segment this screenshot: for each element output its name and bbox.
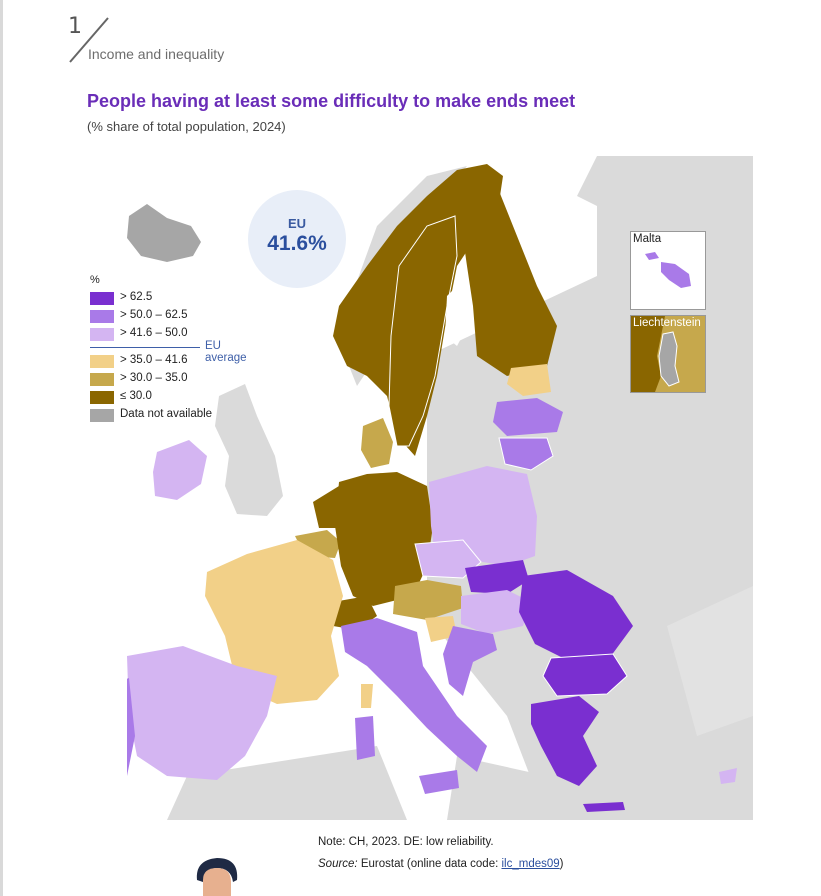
map-region-corsica <box>361 684 373 708</box>
map-region-france <box>205 540 343 704</box>
source-prefix: Source: <box>318 858 358 870</box>
map-region-spain <box>127 646 277 780</box>
eu-average-bubble: EU 41.6% <box>248 190 346 288</box>
map-region-turkey <box>667 586 753 736</box>
map-region-sweden <box>388 215 458 447</box>
map-region-uk <box>215 384 283 516</box>
legend-swatch <box>90 391 114 404</box>
legend-label: > 62.5 <box>120 291 153 303</box>
legend-swatch <box>90 292 114 305</box>
map-region-lithuania <box>498 437 554 471</box>
person-illustration-icon <box>196 858 238 896</box>
legend-label: > 41.6 – 50.0 <box>120 327 188 339</box>
map-region-finland <box>457 186 557 376</box>
map-region-russia-north <box>577 156 627 216</box>
chapter-number: 1 <box>68 14 82 39</box>
map-note: Note: CH, 2023. DE: low reliability. <box>318 836 494 848</box>
map-region-sardinia <box>355 716 375 760</box>
map-region-ireland <box>153 440 207 500</box>
chapter-header: 1 Income and inequality <box>66 14 266 66</box>
source-data-code-link[interactable]: ilc_mdes09 <box>501 858 560 870</box>
malta-inset: Malta <box>630 231 706 310</box>
map-region-greece <box>531 696 599 786</box>
page-edge <box>0 0 3 896</box>
malta-inset-title: Malta <box>633 233 662 245</box>
map-region-north-africa-east <box>447 756 557 820</box>
legend-unit: % <box>90 274 100 286</box>
legend-swatch <box>90 328 114 341</box>
liechtenstein-inset: Liechtenstein <box>630 315 706 393</box>
source-suffix: ) <box>559 858 564 870</box>
map-region-bulgaria <box>542 653 628 697</box>
europe-map <box>127 156 753 820</box>
map-region-north-africa-west <box>167 746 407 820</box>
map-region-latvia <box>493 398 563 436</box>
malta-shape <box>645 252 691 288</box>
map-region-croatia <box>443 626 497 696</box>
map-region-cyprus <box>719 768 737 784</box>
eu-average-value: 41.6% <box>267 232 327 255</box>
legend-swatch <box>90 409 114 422</box>
legend-swatch <box>90 373 114 386</box>
chapter-title: Income and inequality <box>88 46 225 62</box>
map-region-italy <box>341 618 487 772</box>
legend-label: Data not available <box>120 408 213 420</box>
liechtenstein-shape <box>631 316 680 392</box>
map-region-estonia <box>507 364 551 396</box>
legend-label: > 50.0 – 62.5 <box>120 309 188 321</box>
eu-average-label: EU <box>287 216 307 231</box>
map-subtitle: (% share of total population, 2024) <box>87 119 286 134</box>
map-region-denmark <box>361 418 393 468</box>
map-region-sicily <box>419 770 459 794</box>
map-region-hungary <box>461 590 531 634</box>
map-region-iceland <box>127 204 201 262</box>
legend-eu-average-line <box>90 347 200 348</box>
legend-eu-average-label: EU average <box>205 340 247 364</box>
map-region-slovenia <box>425 616 457 642</box>
chapter-slash-icon <box>69 17 109 63</box>
map-region-portugal <box>127 678 135 776</box>
legend-label: > 35.0 – 41.6 <box>120 354 188 366</box>
map-region-germany <box>335 472 433 606</box>
map-source: Source: Eurostat (online data code: ilc_… <box>318 858 564 870</box>
liechtenstein-inset-title: Liechtenstein <box>633 317 701 329</box>
map-region-crete <box>583 802 625 812</box>
source-text: Eurostat (online data code: <box>357 858 502 870</box>
map-region-gulf-of-bothnia <box>445 276 473 346</box>
legend-swatch <box>90 355 114 368</box>
legend-label: > 30.0 – 35.0 <box>120 372 188 384</box>
map-region-slovakia <box>465 560 529 594</box>
legend-label: ≤ 30.0 <box>120 390 152 402</box>
map-region-romania <box>519 570 633 660</box>
legend-swatch <box>90 310 114 323</box>
map-region-austria <box>393 580 463 620</box>
map-title: People having at least some difficulty t… <box>87 91 576 111</box>
